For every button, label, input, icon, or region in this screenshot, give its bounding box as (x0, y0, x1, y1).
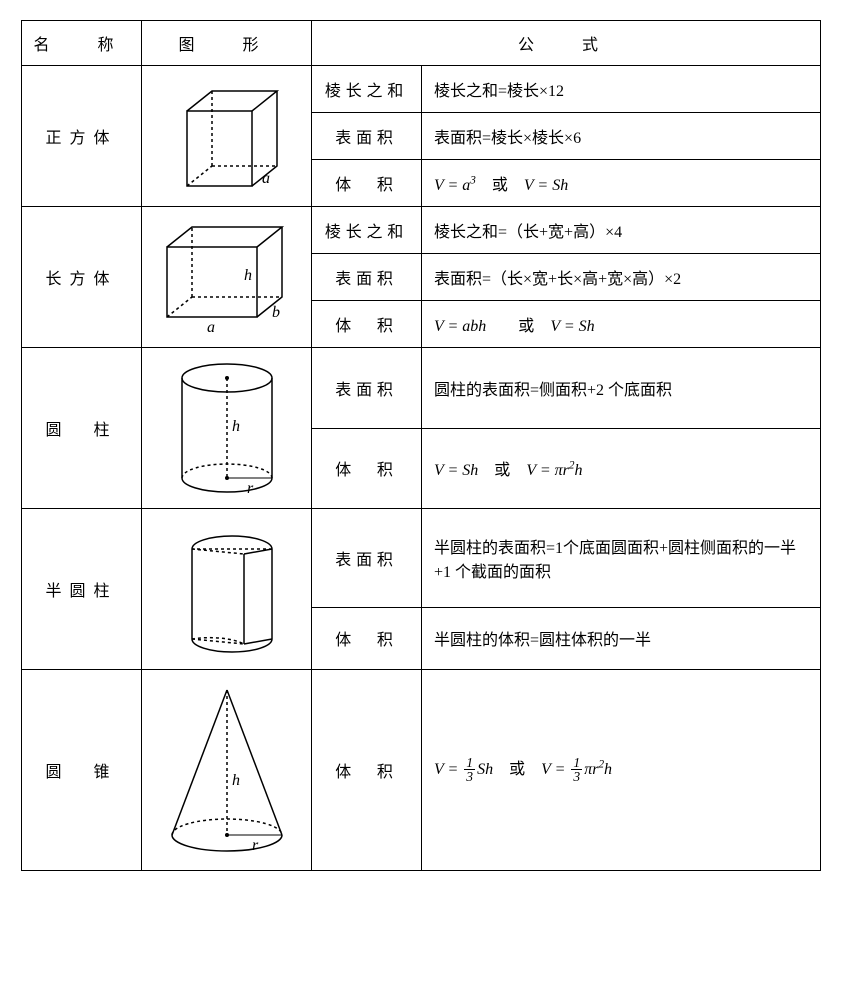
half-cylinder-diagram (162, 514, 292, 664)
shape-row: 长方体 h a b 棱长之和棱长之和=（长+宽+高）×4 (22, 207, 821, 254)
shape-diagram-cell: h a b (142, 207, 312, 348)
formula-sublabel-cell: 表面积 (312, 113, 422, 160)
cube-diagram: a (162, 71, 292, 201)
svg-text:h: h (232, 418, 240, 435)
shape-name-cell: 正方体 (22, 66, 142, 207)
svg-text:a: a (207, 319, 215, 336)
formula-cell: 表面积=（长×宽+长×高+宽×高）×2 (422, 254, 821, 301)
formula-cell: V = a3 或 V = Sh (422, 160, 821, 207)
formula-sublabel-cell: 表面积 (312, 348, 422, 429)
shape-name-cell: 圆 柱 (22, 348, 142, 509)
shape-row: 正方体 a 棱长之和棱长之和=棱长×12 (22, 66, 821, 113)
formula-sublabel-cell: 棱长之和 (312, 66, 422, 113)
shape-name-cell: 长方体 (22, 207, 142, 348)
formula-cell: V = Sh 或 V = πr2h (422, 428, 821, 509)
header-row: 名 称 图 形 公 式 (22, 21, 821, 66)
formula-sublabel-cell: 表面积 (312, 509, 422, 608)
formula-sublabel-cell: 体 积 (312, 428, 422, 509)
formula-sublabel-cell: 体 积 (312, 607, 422, 669)
formula-sublabel-cell: 体 积 (312, 670, 422, 871)
svg-text:h: h (232, 772, 240, 789)
formula-cell: V = 13Sh 或 V = 13πr2h (422, 670, 821, 871)
shape-name-cell: 圆 锥 (22, 670, 142, 871)
formula-cell: 圆柱的表面积=侧面积+2 个底面积 (422, 348, 821, 429)
formula-cell: 半圆柱的体积=圆柱体积的一半 (422, 607, 821, 669)
shape-diagram-cell (142, 509, 312, 670)
formula-sublabel-cell: 体 积 (312, 160, 422, 207)
formula-sublabel-cell: 棱长之和 (312, 207, 422, 254)
svg-text:b: b (272, 304, 280, 321)
formula-sublabel-cell: 表面积 (312, 254, 422, 301)
shape-row: 圆 柱 h r 表面积圆柱的表面积=侧面积+2 个底面积 (22, 348, 821, 429)
shape-diagram-cell: h r (142, 670, 312, 871)
shape-diagram-cell: a (142, 66, 312, 207)
shape-diagram-cell: h r (142, 348, 312, 509)
header-shape: 图 形 (142, 21, 312, 66)
shape-row: 圆 锥 h r 体 积V = 13Sh 或 V = 13πr2h (22, 670, 821, 871)
formula-cell: V = abh 或 V = Sh (422, 301, 821, 348)
formula-sublabel-cell: 体 积 (312, 301, 422, 348)
cone-diagram: h r (152, 675, 302, 865)
shape-row: 半圆柱 表面积半圆柱的表面积=1个底面圆面积+圆柱侧面积的一半+1 个截面的面积 (22, 509, 821, 608)
formula-cell: 表面积=棱长×棱长×6 (422, 113, 821, 160)
svg-text:r: r (252, 837, 259, 854)
formula-cell: 棱长之和=棱长×12 (422, 66, 821, 113)
svg-text:a: a (262, 170, 270, 187)
formula-cell: 棱长之和=（长+宽+高）×4 (422, 207, 821, 254)
geometry-formula-table: 名 称 图 形 公 式 正方体 a 棱长之和棱长之和=棱长×12表面积表面积=棱… (21, 20, 821, 871)
cuboid-diagram: h a b (152, 212, 302, 342)
header-formula: 公 式 (312, 21, 821, 66)
cylinder-diagram: h r (162, 353, 292, 503)
svg-text:h: h (244, 267, 252, 284)
shape-name-cell: 半圆柱 (22, 509, 142, 670)
header-name: 名 称 (22, 21, 142, 66)
svg-text:r: r (247, 480, 254, 497)
formula-cell: 半圆柱的表面积=1个底面圆面积+圆柱侧面积的一半+1 个截面的面积 (422, 509, 821, 608)
